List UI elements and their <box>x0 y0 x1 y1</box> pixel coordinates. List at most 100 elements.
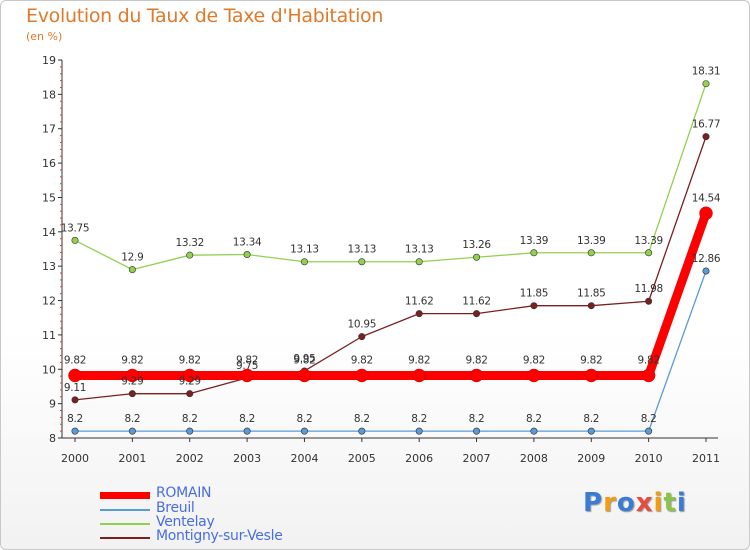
legend-label-ventelay: Ventelay <box>156 514 215 530</box>
data-label: 8.2 <box>583 413 599 425</box>
y-tick-label: 10 <box>42 363 56 376</box>
data-point <box>71 236 79 244</box>
data-point <box>645 427 653 435</box>
data-point <box>128 266 136 274</box>
series-lines <box>68 80 713 435</box>
legend-swatch-montigny <box>100 537 150 539</box>
data-point <box>645 297 653 305</box>
data-label: 9.82 <box>580 354 602 366</box>
data-label: 11.98 <box>634 283 663 295</box>
y-tick-label: 9 <box>49 398 56 411</box>
legend-swatch-romain <box>100 492 150 499</box>
x-tick-label: 2006 <box>405 452 433 465</box>
x-tick-label: 2001 <box>118 452 146 465</box>
data-label: 8.2 <box>67 413 83 425</box>
legend-label-breuil: Breuil <box>156 500 195 516</box>
data-label: 8.2 <box>124 413 140 425</box>
x-tick-label: 2007 <box>463 452 491 465</box>
data-label: 10.95 <box>348 319 377 331</box>
data-point <box>587 427 595 435</box>
data-label: 8.2 <box>182 413 198 425</box>
x-tick-label: 2003 <box>233 452 261 465</box>
data-point <box>71 396 79 404</box>
data-point <box>186 390 194 398</box>
data-label: 11.85 <box>520 288 549 300</box>
data-label: 13.34 <box>233 236 262 248</box>
y-tick-label: 12 <box>42 295 56 308</box>
data-label: 9.82 <box>179 354 201 366</box>
axes: 8 9 10 11 12 13 14 15 16 17 18 19 2000 2001 2002 2003 20… <box>42 54 720 465</box>
data-point <box>702 80 710 88</box>
legend-swatch-breuil <box>100 509 150 511</box>
data-point <box>584 368 599 383</box>
data-label: 12.9 <box>121 252 143 264</box>
data-label: 8.2 <box>469 413 485 425</box>
data-point <box>128 427 136 435</box>
data-label: 13.32 <box>175 237 204 249</box>
y-tick-label: 16 <box>42 157 56 170</box>
data-label: 9.95 <box>293 353 315 365</box>
y-tick-label: 15 <box>42 191 56 204</box>
x-tick-label: 2009 <box>577 452 605 465</box>
data-point <box>473 253 481 261</box>
x-tick-label: 2005 <box>348 452 376 465</box>
data-point <box>702 267 710 275</box>
data-label: 13.39 <box>577 235 606 247</box>
data-point <box>702 133 710 141</box>
data-labels: 13.75 12.9 13.32 13.34 13.13 13.13 13.13 13.26 1… <box>61 66 721 425</box>
data-point <box>473 427 481 435</box>
data-point <box>469 368 484 383</box>
data-point <box>297 368 312 383</box>
chart-title: Evolution du Taux de Taxe d'Habitation <box>26 5 384 27</box>
data-label: 13.13 <box>290 244 319 256</box>
data-label: 11.62 <box>462 296 491 308</box>
data-label: 11.62 <box>405 296 434 308</box>
data-label: 13.39 <box>520 235 549 247</box>
data-label: 12.86 <box>692 253 721 265</box>
series-line-ventelay <box>74 83 707 271</box>
data-point <box>186 251 194 259</box>
x-tick-label: 2000 <box>61 452 89 465</box>
data-point <box>300 427 308 435</box>
data-point <box>527 368 541 383</box>
data-label: 9.82 <box>236 354 258 366</box>
data-label: 9.82 <box>121 354 143 366</box>
data-point <box>186 427 194 435</box>
series-line-montigny-sur-vesle <box>74 135 707 401</box>
data-point <box>355 368 369 383</box>
data-label: 8.2 <box>641 413 657 425</box>
y-tick-label: 13 <box>42 260 56 273</box>
data-point <box>68 368 82 383</box>
data-point <box>182 368 197 383</box>
data-label: 8.2 <box>526 413 542 425</box>
data-point <box>358 258 366 266</box>
x-tick-label: 2008 <box>520 452 548 465</box>
data-label: 13.13 <box>348 244 377 256</box>
series-line-breuil <box>74 270 707 432</box>
data-label: 13.13 <box>405 244 434 256</box>
y-tick-label: 17 <box>42 123 56 136</box>
data-point <box>358 333 366 341</box>
data-point <box>530 302 538 310</box>
data-label: 18.31 <box>692 66 721 78</box>
x-tick-label: 2002 <box>176 452 204 465</box>
y-tick-label: 18 <box>42 88 56 101</box>
data-point <box>240 368 254 383</box>
data-point <box>587 249 595 257</box>
data-point <box>125 368 140 383</box>
y-tick-label: 11 <box>42 329 56 342</box>
data-point <box>415 427 423 435</box>
data-label: 13.26 <box>462 239 491 251</box>
data-point <box>415 310 423 318</box>
data-point <box>473 310 481 318</box>
data-label: 11.85 <box>577 288 606 300</box>
data-label: 8.2 <box>239 413 255 425</box>
legend-swatch-ventelay <box>100 523 150 525</box>
data-label: 9.11 <box>64 382 86 394</box>
data-label: 9.75 <box>236 360 258 372</box>
data-label: 14.54 <box>692 192 721 204</box>
x-tick-label: 2011 <box>692 452 720 465</box>
data-label: 9.29 <box>121 376 143 388</box>
